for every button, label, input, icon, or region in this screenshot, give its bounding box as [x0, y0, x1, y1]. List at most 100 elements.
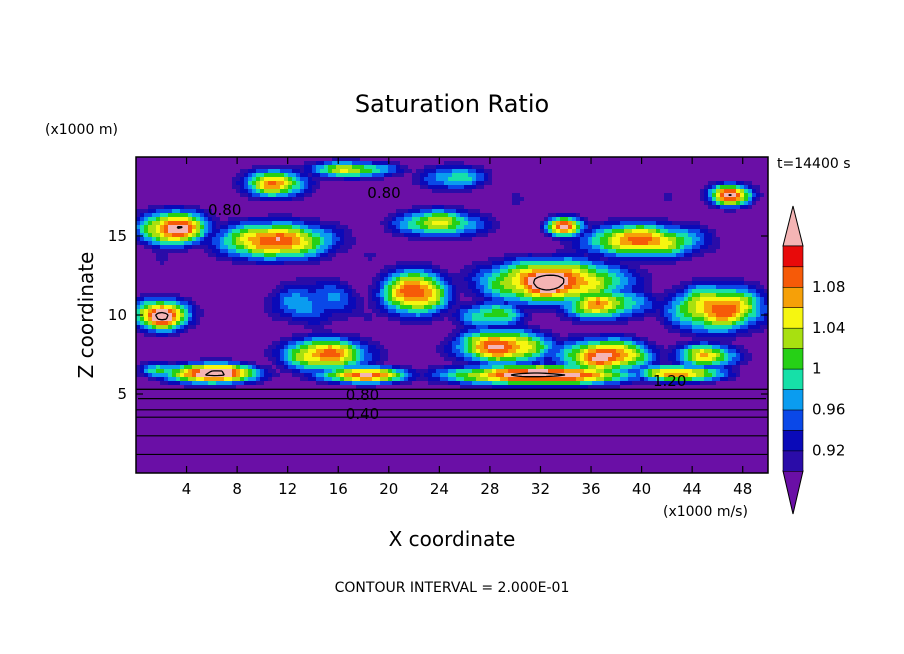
field-cell: [380, 169, 385, 174]
field-cell: [328, 209, 333, 214]
field-cell: [488, 225, 493, 230]
field-cell: [308, 181, 313, 186]
field-cell: [644, 273, 649, 278]
field-cell: [244, 157, 249, 162]
field-cell: [388, 205, 393, 210]
field-cell: [584, 261, 589, 266]
field-cell: [176, 217, 181, 222]
field-cell: [304, 217, 309, 222]
field-cell: [328, 277, 333, 282]
field-cell: [656, 181, 661, 186]
field-cell: [536, 213, 541, 218]
field-cell: [320, 221, 325, 226]
field-cell: [252, 165, 257, 170]
field-cell: [252, 161, 257, 166]
field-cell: [216, 193, 221, 198]
field-cell: [592, 157, 597, 162]
field-cell: [584, 277, 589, 282]
field-cell: [756, 221, 761, 226]
field-cell: [192, 249, 197, 254]
field-cell: [380, 229, 385, 234]
field-cell: [456, 169, 461, 174]
field-cell: [416, 193, 421, 198]
field-cell: [296, 205, 301, 210]
field-cell: [452, 237, 457, 242]
field-cell: [144, 165, 149, 170]
field-cell: [444, 229, 449, 234]
field-cell: [396, 249, 401, 254]
field-cell: [568, 241, 573, 246]
field-cell: [688, 165, 693, 170]
field-cell: [568, 185, 573, 190]
field-cell: [544, 193, 549, 198]
field-cell: [740, 253, 745, 258]
field-cell: [164, 237, 169, 242]
field-cell: [608, 189, 613, 194]
field-cell: [348, 177, 353, 182]
field-cell: [400, 253, 405, 258]
field-cell: [168, 209, 173, 214]
field-cell: [236, 213, 241, 218]
field-cell: [564, 169, 569, 174]
field-cell: [520, 197, 525, 202]
field-cell: [536, 261, 541, 266]
field-cell: [324, 269, 329, 274]
field-cell: [372, 177, 377, 182]
field-cell: [532, 245, 537, 250]
field-cell: [380, 189, 385, 194]
field-cell: [180, 181, 185, 186]
field-cell: [204, 185, 209, 190]
field-cell: [628, 161, 633, 166]
field-cell: [600, 229, 605, 234]
field-cell: [300, 253, 305, 258]
field-cell: [348, 225, 353, 230]
field-cell: [140, 233, 145, 238]
field-cell: [592, 217, 597, 222]
field-cell: [764, 177, 768, 182]
field-cell: [472, 237, 477, 242]
field-cell: [440, 237, 445, 242]
field-cell: [540, 273, 545, 278]
field-cell: [264, 161, 269, 166]
field-cell: [692, 229, 697, 234]
field-cell: [604, 201, 609, 206]
field-cell: [448, 217, 453, 222]
field-cell: [212, 209, 217, 214]
field-cell: [268, 185, 273, 190]
field-cell: [156, 265, 161, 270]
field-cell: [396, 189, 401, 194]
field-cell: [300, 237, 305, 242]
field-cell: [308, 229, 313, 234]
field-cell: [476, 277, 481, 282]
field-cell: [584, 181, 589, 186]
field-cell: [600, 217, 605, 222]
field-cell: [336, 233, 341, 238]
field-cell: [472, 197, 477, 202]
field-cell: [624, 209, 629, 214]
field-cell: [196, 249, 201, 254]
field-cell: [204, 221, 209, 226]
field-cell: [152, 217, 157, 222]
field-cell: [520, 161, 525, 166]
field-cell: [496, 205, 501, 210]
field-cell: [360, 233, 365, 238]
field-cell: [184, 225, 189, 230]
field-cell: [660, 253, 665, 258]
field-cell: [644, 237, 649, 242]
field-cell: [636, 269, 641, 274]
field-cell: [288, 241, 293, 246]
field-cell: [716, 161, 721, 166]
field-cell: [568, 229, 573, 234]
field-cell: [348, 173, 353, 178]
field-cell: [216, 201, 221, 206]
field-cell: [240, 265, 245, 270]
field-cell: [252, 229, 257, 234]
field-cell: [324, 245, 329, 250]
field-cell: [224, 161, 229, 166]
field-cell: [708, 221, 713, 226]
field-cell: [348, 205, 353, 210]
field-cell: [356, 181, 361, 186]
field-cell: [604, 213, 609, 218]
field-cell: [744, 221, 749, 226]
field-cell: [740, 201, 745, 206]
